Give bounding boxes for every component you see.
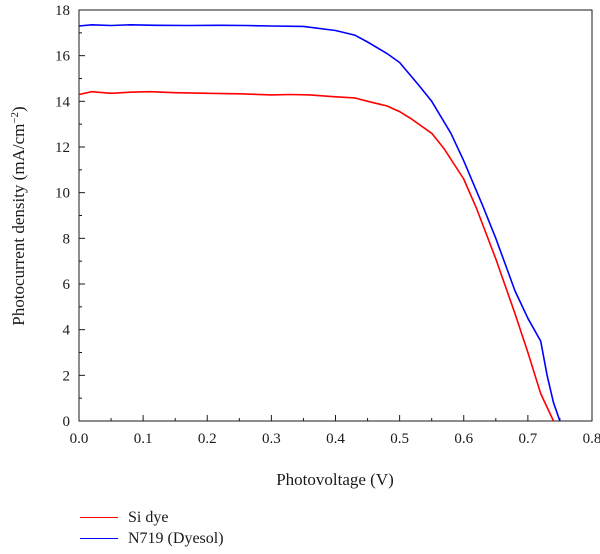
x-tick-label: 0.2 [198,431,217,447]
x-tick-label: 0.6 [454,431,473,447]
x-tick-label: 0.7 [519,431,538,447]
series-line-0 [78,90,555,422]
y-axis-title: Photocurrent density (mA/cm−2) [9,106,28,325]
series-line-1 [78,23,561,422]
x-tick-label: 0.3 [262,431,281,447]
y-tick-label: 4 [63,323,71,339]
y-tick-label: 8 [63,231,71,247]
x-tick-label: 0.0 [70,431,89,447]
legend: Si dye N719 (Dyesol) [80,507,224,549]
series-lines [78,23,561,422]
y-tick-label: 2 [63,368,71,384]
x-tick-label: 0.1 [134,431,153,447]
y-tick-label: 18 [55,3,70,19]
y-tick-label: 6 [63,277,71,293]
legend-item-n719: N719 (Dyesol) [80,528,224,549]
y-tick-label: 16 [55,49,71,65]
legend-item-si-dye: Si dye [80,507,224,528]
y-tick-label: 14 [55,94,71,110]
x-axis: 0.0 0.1 0.2 0.3 0.4 0.5 0.6 0.7 0.8 [70,415,600,447]
plot-frame [78,9,593,422]
y-tick-label: 10 [55,186,70,202]
x-tick-label: 0.4 [326,431,345,447]
y-axis: 0 2 4 6 8 10 12 14 16 18 [55,3,85,430]
legend-swatch-n719 [80,538,118,539]
legend-label-n719: N719 (Dyesol) [128,529,224,547]
x-tick-label: 0.5 [390,431,409,447]
legend-label-si-dye: Si dye [128,508,169,526]
x-axis-title: Photovoltage (V) [276,470,394,489]
y-tick-label: 0 [63,414,71,430]
y-tick-label: 12 [55,140,70,156]
x-tick-label: 0.8 [583,431,600,447]
legend-swatch-si-dye [80,517,118,518]
